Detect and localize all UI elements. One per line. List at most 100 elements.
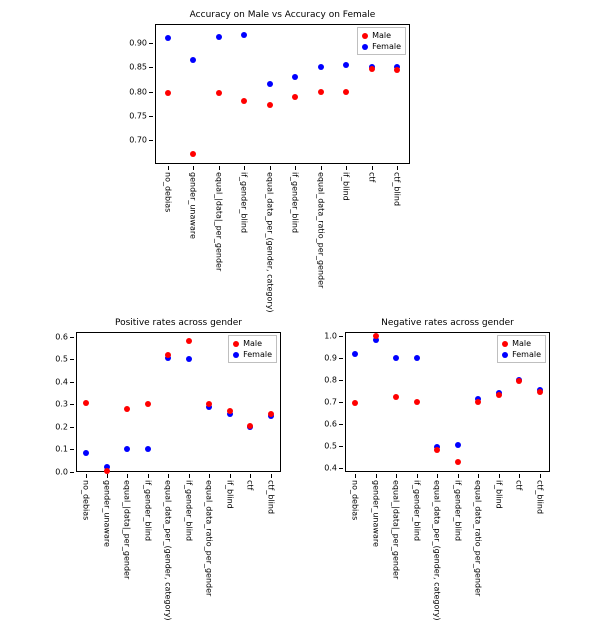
xtick-label: equal_data_ratio_per_gender (474, 480, 483, 596)
ytick-label: 0.6 (55, 332, 68, 341)
ytick-label: 0.8 (324, 376, 337, 385)
xtick-label: if_gender_blind (291, 172, 300, 233)
xtick-label: no_debias (351, 480, 360, 520)
xtick-label: gender_unaware (371, 480, 380, 547)
marker-male (537, 389, 543, 395)
legend-label: Male (243, 338, 262, 349)
marker-female (318, 64, 324, 70)
legend-label: Female (372, 41, 401, 52)
ytick-label: 0.9 (324, 354, 337, 363)
legend-label: Male (372, 30, 391, 41)
xtick-label: no_debias (163, 172, 172, 212)
ytick-label: 0.1 (55, 445, 68, 454)
marker-male (414, 399, 420, 405)
ytick-label: 0.75 (129, 111, 147, 120)
ytick-label: 0.7 (324, 398, 337, 407)
xtick-label: if_blind (342, 172, 351, 201)
xtick-label: if_gender_blind (412, 480, 421, 541)
legend-row: Female (233, 349, 272, 360)
legend-row: Male (233, 338, 272, 349)
panel-negative: Negative rates across gender0.40.50.60.7… (345, 332, 550, 472)
marker-male (393, 394, 399, 400)
ytick-label: 0.2 (55, 422, 68, 431)
ytick-label: 0.85 (129, 63, 147, 72)
xtick-label: if_gender_blind (143, 480, 152, 541)
xtick-label: if_gender_blind (184, 480, 193, 541)
marker-male (394, 67, 400, 73)
marker-female (455, 442, 461, 448)
xtick-label: no_debias (82, 480, 91, 520)
marker-male (165, 90, 171, 96)
marker-male (124, 406, 130, 412)
ytick-label: 0.4 (55, 377, 68, 386)
marker-male (165, 352, 171, 358)
xtick-label: if_blind (225, 480, 234, 509)
marker-female (124, 446, 130, 452)
ytick-label: 0.0 (55, 468, 68, 477)
ytick-label: 0.4 (324, 463, 337, 472)
marker-female (145, 446, 151, 452)
marker-male (496, 392, 502, 398)
marker-male (369, 66, 375, 72)
xtick-label: ctf_blind (266, 480, 275, 514)
xtick-label: if_gender_blind (240, 172, 249, 233)
legend: MaleFemale (357, 27, 406, 55)
legend-swatch-female (362, 44, 368, 50)
marker-male (352, 400, 358, 406)
marker-male (268, 411, 274, 417)
panel-title: Positive rates across gender (76, 318, 281, 328)
xtick-label: equal_data_per_(gender, category) (164, 480, 173, 621)
marker-male (104, 468, 110, 474)
xtick-label: ctf (246, 480, 255, 490)
legend-label: Female (243, 349, 272, 360)
marker-female (190, 57, 196, 63)
ytick-label: 0.80 (129, 87, 147, 96)
xtick-label: ctf_blind (393, 172, 402, 206)
legend-label: Female (512, 349, 541, 360)
marker-female (216, 34, 222, 40)
marker-male (292, 94, 298, 100)
legend-swatch-male (502, 341, 508, 347)
xtick-label: ctf_blind (535, 480, 544, 514)
marker-male (318, 89, 324, 95)
ytick-label: 0.5 (55, 355, 68, 364)
legend-swatch-male (233, 341, 239, 347)
marker-female (186, 356, 192, 362)
marker-male (206, 401, 212, 407)
xtick-label: gender_unaware (102, 480, 111, 547)
legend-row: Female (502, 349, 541, 360)
marker-male (83, 400, 89, 406)
legend-row: Female (362, 41, 401, 52)
ytick-label: 1.0 (324, 332, 337, 341)
legend: MaleFemale (497, 335, 546, 363)
legend-row: Male (362, 30, 401, 41)
xtick-label: ctf (515, 480, 524, 490)
marker-female (352, 351, 358, 357)
legend: MaleFemale (228, 335, 277, 363)
xtick-label: equal_data_ratio_per_gender (316, 172, 325, 288)
ytick-label: 0.5 (324, 441, 337, 450)
marker-male (247, 423, 253, 429)
marker-female (414, 355, 420, 361)
xtick-label: equal_data_ratio_per_gender (205, 480, 214, 596)
legend-swatch-male (362, 33, 368, 39)
xtick-label: ctf (367, 172, 376, 182)
marker-male (216, 90, 222, 96)
panel-title: Negative rates across gender (345, 318, 550, 328)
panel-accuracy: Accuracy on Male vs Accuracy on Female0.… (155, 24, 410, 164)
marker-female (241, 32, 247, 38)
xtick-label: equal_data_per_(gender, category) (433, 480, 442, 621)
marker-male (186, 338, 192, 344)
marker-female (267, 81, 273, 87)
xtick-label: equal_|data|_per_gender (392, 480, 401, 579)
legend-label: Male (512, 338, 531, 349)
marker-male (475, 399, 481, 405)
marker-male (343, 89, 349, 95)
marker-male (434, 447, 440, 453)
marker-female (292, 74, 298, 80)
marker-male (373, 333, 379, 339)
xtick-label: if_blind (494, 480, 503, 509)
panel-positive: Positive rates across gender0.00.10.20.3… (76, 332, 281, 472)
xtick-label: equal_data_per_(gender, category) (265, 172, 274, 313)
marker-male (145, 401, 151, 407)
